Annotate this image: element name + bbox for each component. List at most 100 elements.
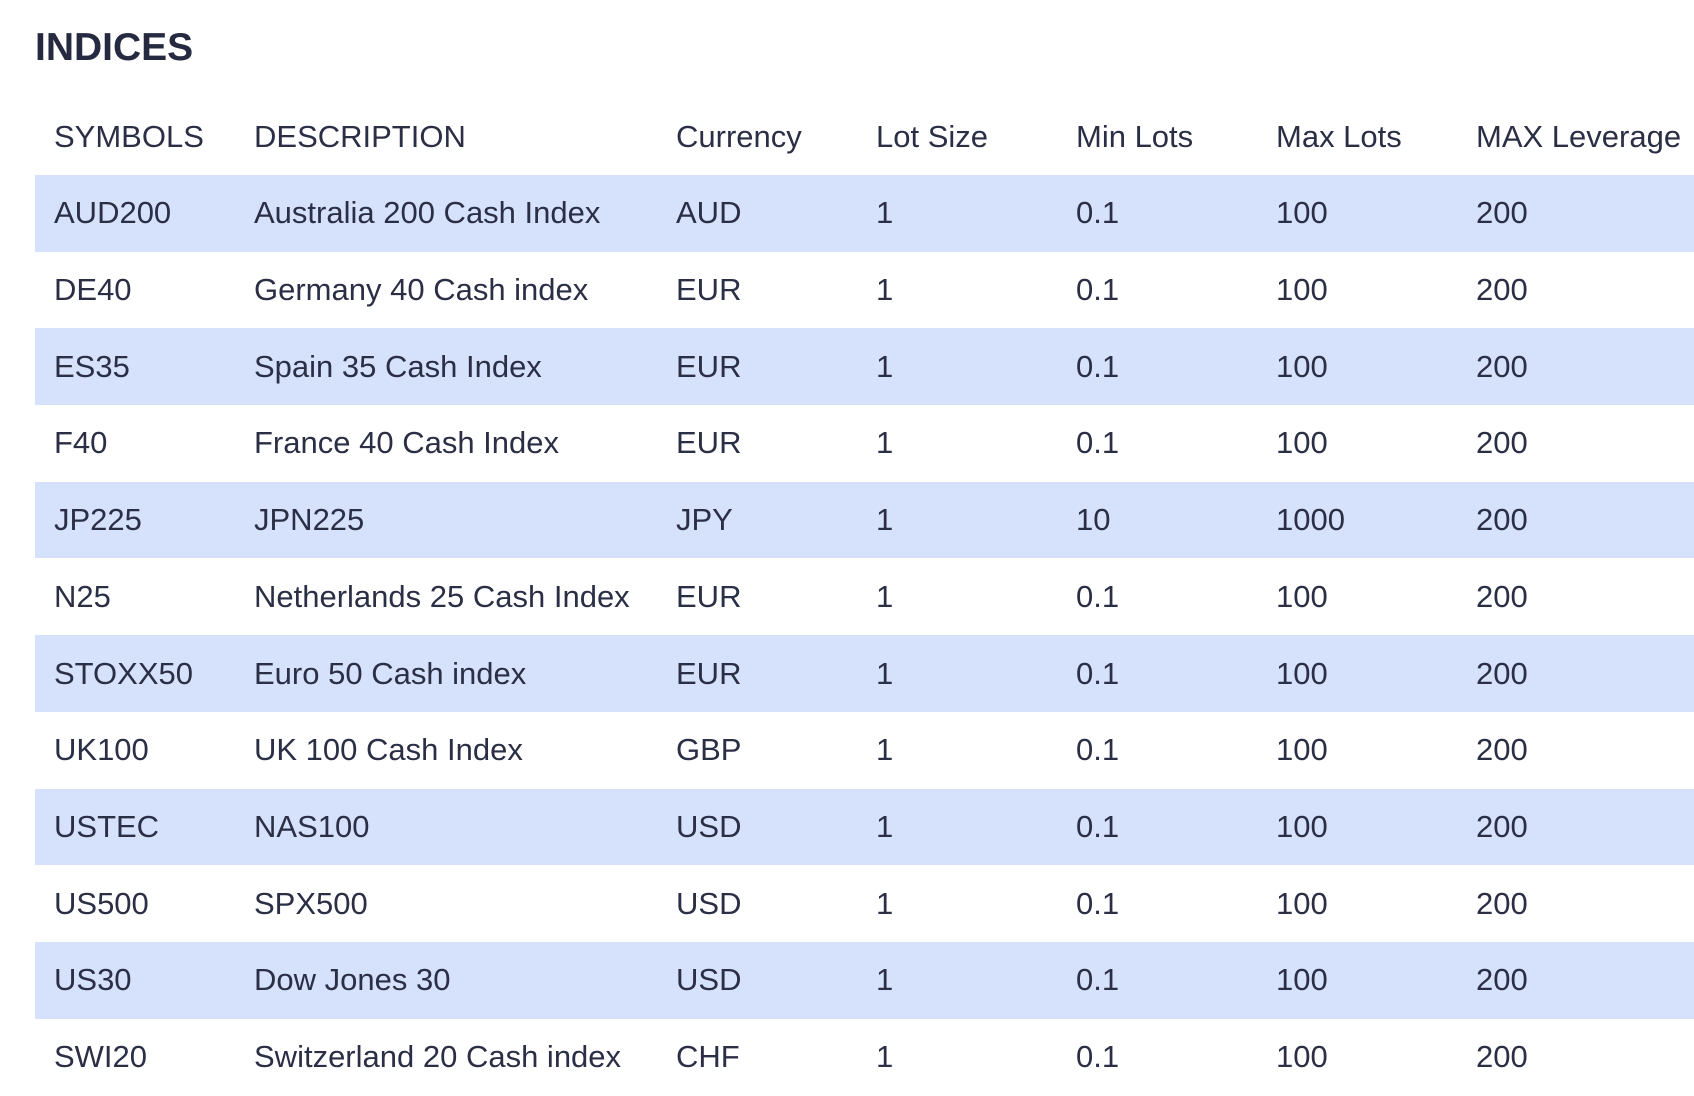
table-cell: 100 (1276, 195, 1328, 231)
table-cell: 200 (1476, 885, 1528, 921)
table-cell: 100 (1276, 732, 1328, 768)
table-cell: AUD200 (54, 195, 172, 231)
table-cell: 1 (876, 348, 894, 384)
table-cell: 1 (876, 808, 894, 844)
table-cell: 0.1 (1076, 962, 1120, 998)
table-cell: 100 (1276, 348, 1328, 384)
table-cell: 200 (1476, 578, 1528, 614)
table-cell: SPX500 (254, 885, 368, 921)
column-header: SYMBOLS (54, 118, 204, 154)
table-cell: 1 (876, 502, 894, 538)
table-row: F40 France 40 Cash Index EUR 1 0.1 100 200 (35, 405, 1694, 482)
table-cell: Australia 200 Cash Index (254, 195, 601, 231)
table-cell: US30 (54, 962, 132, 998)
table-cell: 100 (1276, 962, 1328, 998)
column-header: Lot Size (876, 118, 989, 154)
column-header: DESCRIPTION (254, 118, 466, 154)
table-cell: 1 (876, 272, 894, 308)
table-cell: SWI20 (54, 1039, 148, 1075)
table-cell: STOXX50 (54, 655, 194, 691)
table-cell: 100 (1276, 808, 1328, 844)
table-row: DE40 Germany 40 Cash index EUR 1 0.1 100 200 (35, 252, 1694, 329)
table-cell: Euro 50 Cash index (254, 655, 527, 691)
section-title: INDICES (35, 26, 194, 69)
table-row: AUD200 Australia 200 Cash Index AUD 1 0.1 100… (35, 175, 1694, 252)
table-cell: NAS100 (254, 808, 370, 844)
table-cell: 0.1 (1076, 425, 1120, 461)
table-cell: 1 (876, 578, 894, 614)
table-cell: EUR (676, 272, 742, 308)
table-cell: France 40 Cash Index (254, 425, 560, 461)
table-cell: 1 (876, 655, 894, 691)
column-header: Currency (676, 118, 802, 154)
table-cell: 200 (1476, 808, 1528, 844)
table-cell: AUD (676, 195, 742, 231)
table-cell: Dow Jones 30 (254, 962, 451, 998)
table-cell: 100 (1276, 885, 1328, 921)
table-cell: UK100 (54, 732, 149, 768)
table-cell: 1 (876, 195, 894, 231)
table-cell: USD (676, 962, 742, 998)
table-cell: 1 (876, 732, 894, 768)
table-cell: 1 (876, 885, 894, 921)
table-cell: EUR (676, 578, 742, 614)
table-row: US30 Dow Jones 30 USD 1 0.1 100 200 (35, 942, 1694, 1019)
table-cell: USD (676, 808, 742, 844)
table-cell: 100 (1276, 425, 1328, 461)
table-cell: 0.1 (1076, 195, 1120, 231)
table-cell: 1 (876, 962, 894, 998)
table-cell: 0.1 (1076, 272, 1120, 308)
table-cell: 200 (1476, 272, 1528, 308)
table-cell: Switzerland 20 Cash index (254, 1039, 622, 1075)
table-cell: USTEC (54, 808, 160, 844)
table-row: UK100 UK 100 Cash Index GBP 1 0.1 100 200 (35, 712, 1694, 789)
table-cell: 0.1 (1076, 885, 1120, 921)
table-cell: 100 (1276, 1039, 1328, 1075)
table-cell: JPN225 (254, 502, 365, 538)
table-cell: CHF (676, 1039, 740, 1075)
table-cell: N25 (54, 578, 111, 614)
column-header: Max Lots (1276, 118, 1402, 154)
table-cell: ES35 (54, 348, 130, 384)
table-cell: 0.1 (1076, 578, 1120, 614)
table-cell: 100 (1276, 272, 1328, 308)
table-row: SWI20 Switzerland 20 Cash index CHF 1 0.1 100… (35, 1019, 1694, 1096)
table-cell: Spain 35 Cash Index (254, 348, 542, 384)
table-cell: Netherlands 25 Cash Index (254, 578, 630, 614)
table-cell: 200 (1476, 195, 1528, 231)
table-cell: 100 (1276, 578, 1328, 614)
table-cell: EUR (676, 425, 742, 461)
table-row: US500 SPX500 USD 1 0.1 100 200 (35, 865, 1694, 942)
table-cell: 200 (1476, 425, 1528, 461)
table-cell: DE40 (54, 272, 132, 308)
table-cell: UK 100 Cash Index (254, 732, 523, 768)
table-cell: 0.1 (1076, 732, 1120, 768)
table-cell: 100 (1276, 655, 1328, 691)
table-cell: 200 (1476, 502, 1528, 538)
table-cell: JP225 (54, 502, 142, 538)
table-cell: Germany 40 Cash index (254, 272, 589, 308)
table-cell: 1 (876, 425, 894, 461)
table-cell: 200 (1476, 962, 1528, 998)
table-cell: US500 (54, 885, 149, 921)
table-cell: 200 (1476, 348, 1528, 384)
table-cell: 0.1 (1076, 348, 1120, 384)
table-cell: 1000 (1276, 502, 1345, 538)
table-cell: 0.1 (1076, 1039, 1120, 1075)
table-row: STOXX50 Euro 50 Cash index EUR 1 0.1 100 200 (35, 635, 1694, 712)
column-header: Min Lots (1076, 118, 1194, 154)
table-row: USTEC NAS100 USD 1 0.1 100 200 (35, 788, 1694, 866)
column-header: MAX Leverage (1476, 118, 1682, 154)
table-row: JP225 JPN225 JPY 1 10 1000 200 (35, 481, 1694, 559)
table-cell: JPY (676, 502, 733, 538)
table-cell: 1 (876, 1039, 894, 1075)
table-cell: USD (676, 885, 742, 921)
table-cell: 10 (1076, 502, 1111, 538)
table-row: N25 Netherlands 25 Cash Index EUR 1 0.1 100 20… (35, 559, 1694, 636)
table-cell: 200 (1476, 1039, 1528, 1075)
table-cell: F40 (54, 425, 108, 461)
header-row: SYMBOLS DESCRIPTION Currency Lot Size Min Lo… (35, 98, 1694, 175)
table-cell: 200 (1476, 655, 1528, 691)
table-cell: EUR (676, 348, 742, 384)
